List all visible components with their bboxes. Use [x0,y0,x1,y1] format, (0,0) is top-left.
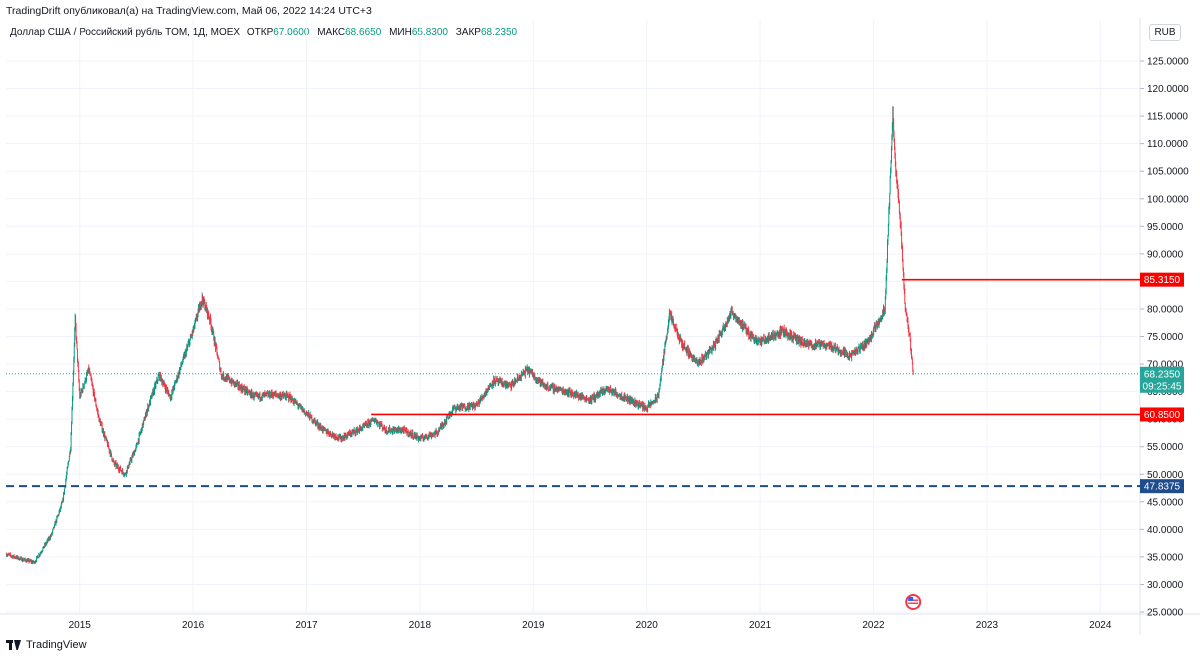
y-tick-label: 105.0000 [1147,167,1189,178]
symbol-title: Доллар США / Российский рубль TOM, 1Д, M… [10,27,241,38]
x-tick-label: 2024 [1089,620,1112,631]
level-price-label: 85.3150 [1144,275,1181,286]
level-price-tag [1140,272,1184,287]
x-tick-label: 2022 [862,620,885,631]
y-tick-label: 90.0000 [1147,249,1184,260]
low-label: МИН [389,27,412,38]
low-value: 65.8300 [411,27,448,38]
x-tick-label: 2016 [182,620,205,631]
publication-caption: TradingDrift опубликовал(а) на TradingVi… [6,5,372,17]
close-value: 68.2350 [480,27,518,38]
y-tick-label: 95.0000 [1147,222,1184,233]
high-label: МАКС [317,27,346,38]
x-tick-label: 2018 [409,620,432,631]
last-price-label: 68.2350 [1144,369,1181,380]
flag-us-canton [908,597,914,601]
tradingview-logo[interactable]: TradingView [6,639,87,651]
symbol-legend: Доллар США / Российский рубль TOM, 1Д, M… [10,27,522,38]
level-price-label: 47.8375 [1144,482,1181,493]
level-price-tag [1140,407,1184,422]
y-tick-label: 120.0000 [1147,84,1189,95]
y-tick-label: 35.0000 [1147,552,1184,563]
y-tick-label: 115.0000 [1147,112,1188,123]
y-tick-label: 70.0000 [1147,360,1184,371]
y-tick-label: 40.0000 [1147,525,1184,536]
close-label: ЗАКР [455,27,481,38]
open-value: 67.0600 [273,27,310,38]
y-tick-label: 55.0000 [1147,442,1184,453]
currency-button[interactable]: RUB [1149,24,1181,41]
x-tick-label: 2015 [69,620,92,631]
y-tick-label: 110.0000 [1147,139,1188,150]
level-price-label: 60.8500 [1144,410,1181,421]
level-price-tag [1140,479,1184,494]
high-value: 68.6650 [345,27,382,38]
y-tick-label: 100.0000 [1147,194,1189,205]
y-tick-label: 75.0000 [1147,332,1184,343]
flag-us-stripe [908,602,919,604]
x-tick-label: 2019 [522,620,545,631]
y-tick-label: 25.0000 [1147,608,1184,619]
y-tick-label: 45.0000 [1147,497,1184,508]
y-tick-label: 80.0000 [1147,304,1184,315]
tradingview-brand: TradingView [26,639,87,651]
x-tick-label: 2021 [749,620,772,631]
x-tick-label: 2020 [636,620,659,631]
last-price-tag [1140,366,1184,393]
x-tick-label: 2017 [295,620,318,631]
y-tick-label: 30.0000 [1147,580,1184,591]
open-label: ОТКР [246,27,274,38]
tradingview-logo-icon [6,640,22,650]
y-tick-label: 125.0000 [1147,57,1189,68]
y-tick-label: 50.0000 [1147,470,1184,481]
x-tick-label: 2023 [976,620,999,631]
bar-countdown-label: 09:25:45 [1143,381,1182,392]
